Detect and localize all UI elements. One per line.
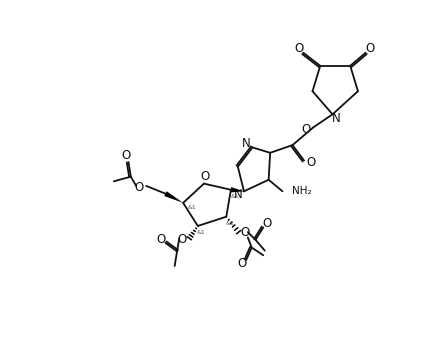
Text: O: O (295, 42, 304, 55)
Text: &1: &1 (230, 194, 239, 199)
Text: O: O (201, 170, 210, 183)
Polygon shape (230, 187, 244, 192)
Text: N: N (233, 188, 242, 201)
Polygon shape (164, 191, 183, 203)
Text: O: O (306, 155, 316, 168)
Text: O: O (302, 123, 311, 136)
Text: O: O (365, 42, 375, 55)
Text: N: N (332, 113, 341, 126)
Text: NH₂: NH₂ (292, 186, 311, 196)
Text: O: O (122, 149, 131, 162)
Text: O: O (156, 233, 165, 246)
Text: &1: &1 (188, 205, 197, 210)
Text: O: O (238, 257, 247, 270)
Text: O: O (135, 181, 144, 194)
Text: &1: &1 (197, 230, 205, 235)
Text: &1: &1 (226, 221, 234, 226)
Text: N: N (242, 137, 251, 150)
Text: O: O (240, 226, 250, 239)
Text: O: O (263, 217, 272, 230)
Text: O: O (178, 233, 187, 246)
